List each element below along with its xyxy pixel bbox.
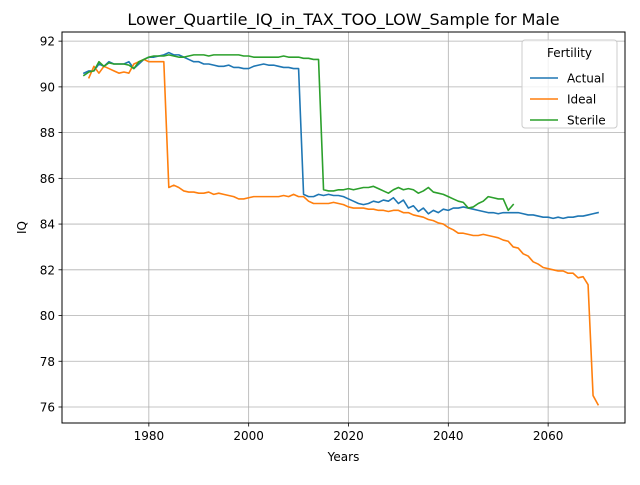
legend-label-actual: Actual [567,72,605,86]
y-tick-label: 82 [40,263,55,277]
y-tick-label: 90 [40,80,55,94]
axis-ticks: 1980 2000 2020 2040 2060 76 78 80 82 84 86 88 90 92 [40,35,564,443]
legend-label-sterile: Sterile [567,114,606,128]
series-line-sterile [82,54,515,212]
plot-area-frame [61,31,626,424]
x-tick-label: 1980 [134,429,165,443]
y-tick-label: 78 [40,355,55,369]
y-tick-label: 80 [40,309,55,323]
y-tick-label: 86 [40,172,55,186]
y-tick-label: 76 [40,400,55,414]
grid-lines [62,32,625,423]
series-line-ideal [87,58,600,406]
legend-title: Fertility [547,46,592,60]
y-axis-label: IQ [15,221,29,234]
x-tick-label: 2040 [433,429,464,443]
legend-box [521,39,618,129]
x-tick-label: 2000 [233,429,264,443]
y-tick-label: 92 [40,35,55,49]
legend-items: Actual Ideal Sterile [530,72,606,128]
series-lines [82,51,600,406]
x-tick-label: 2060 [533,429,564,443]
legend-label-ideal: Ideal [567,93,596,107]
x-axis-label: Years [327,450,360,464]
x-tick-label: 2020 [333,429,364,443]
y-tick-label: 88 [40,126,55,140]
y-tick-label: 84 [40,218,55,232]
chart-title: Lower_Quartile_IQ_in_TAX_TOO_LOW_Sample … [127,10,559,30]
chart-legend: Fertility Actual Ideal Sterile [521,39,618,129]
series-line-actual [82,51,600,220]
